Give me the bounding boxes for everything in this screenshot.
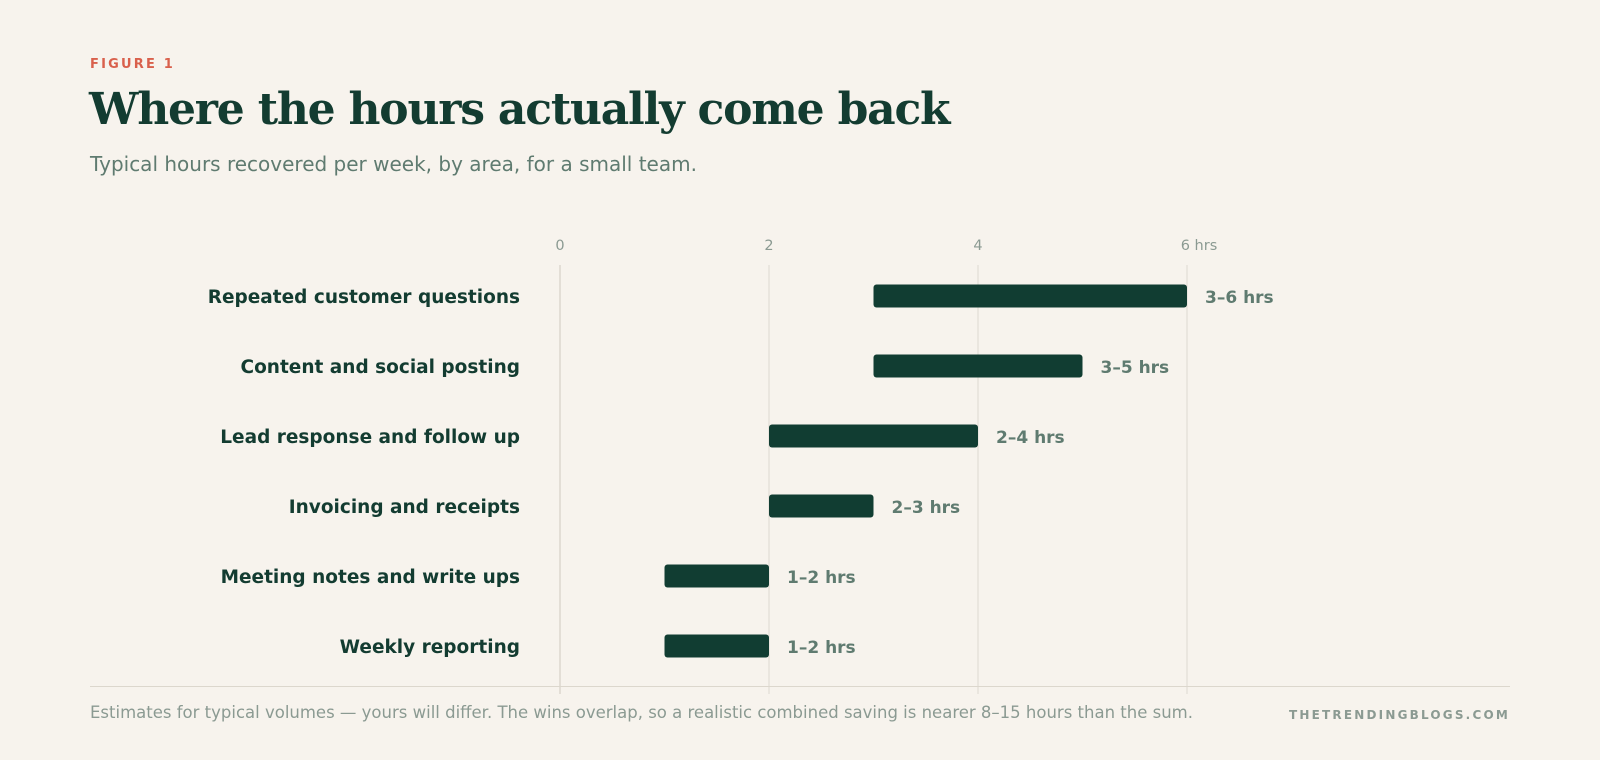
- chart-title: Where the hours actually come back: [89, 84, 951, 135]
- footnote: Estimates for typical volumes — yours wi…: [90, 703, 1193, 722]
- category-label: Repeated customer questions: [208, 287, 520, 308]
- brand-credit: THETRENDINGBLOGS.COM: [1289, 708, 1510, 722]
- chart-subtitle: Typical hours recovered per week, by are…: [90, 152, 697, 176]
- value-label: 3–5 hrs: [1101, 358, 1170, 378]
- value-label: 2–4 hrs: [996, 428, 1065, 448]
- range-bar: [769, 424, 978, 448]
- value-label: 2–3 hrs: [892, 498, 961, 518]
- footer-divider: [90, 686, 1510, 687]
- x-tick-label: 0: [555, 238, 564, 254]
- range-bar: [769, 494, 874, 518]
- x-tick-label: 2: [764, 238, 773, 254]
- range-bar: [664, 564, 769, 588]
- x-tick-label: 4: [973, 238, 982, 254]
- range-bar: [873, 354, 1083, 378]
- figure-label: FIGURE 1: [90, 57, 176, 72]
- value-label: 1–2 hrs: [787, 638, 856, 658]
- category-label: Content and social posting: [241, 357, 521, 378]
- x-tick-label: 6 hrs: [1181, 238, 1218, 254]
- range-bar: [664, 634, 769, 658]
- value-label: 1–2 hrs: [787, 568, 856, 588]
- category-label: Invoicing and receipts: [289, 497, 520, 518]
- category-label: Weekly reporting: [340, 637, 520, 658]
- category-label: Lead response and follow up: [220, 427, 520, 448]
- value-label: 3–6 hrs: [1205, 288, 1274, 308]
- category-label: Meeting notes and write ups: [221, 567, 520, 588]
- range-bar: [873, 284, 1187, 308]
